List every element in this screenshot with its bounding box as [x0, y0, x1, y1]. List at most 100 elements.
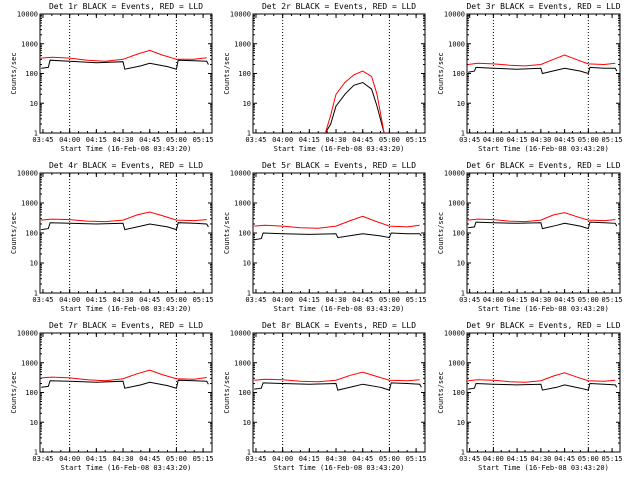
- x-axis-label: Start Time (16-Feb-08 03:43:20): [274, 145, 405, 153]
- panel-title: Det 1r BLACK = Events, RED = LLD: [49, 2, 203, 11]
- y-tick-label: 10000: [444, 330, 465, 338]
- series-line-lld: [468, 372, 616, 383]
- series-line-lld: [468, 212, 616, 223]
- series-line-events: [468, 66, 618, 75]
- x-tick-label: 03:45: [245, 136, 266, 144]
- y-tick-label: 10000: [230, 330, 251, 338]
- y-tick-label: 10000: [17, 170, 38, 178]
- y-tick-label: 1: [247, 290, 251, 298]
- series-line-lld: [324, 70, 385, 134]
- x-tick-label: 05:00: [379, 296, 400, 304]
- x-tick-label: 04:45: [352, 136, 373, 144]
- x-axis-label: Start Time (16-Feb-08 03:43:20): [478, 145, 609, 153]
- panel-title: Det 5r BLACK = Events, RED = LLD: [262, 161, 416, 170]
- series-line-lld: [254, 371, 420, 383]
- y-tick-label: 1000: [448, 200, 465, 208]
- x-tick-label: 03:45: [459, 136, 480, 144]
- y-axis-label: Counts/sec: [10, 52, 18, 94]
- x-tick-label: 04:30: [112, 136, 133, 144]
- x-tick-label: 04:30: [530, 296, 551, 304]
- series-line-events: [254, 232, 422, 241]
- panel-title: Det 3r BLACK = Events, RED = LLD: [466, 2, 620, 11]
- y-axis-label: Counts/sec: [10, 371, 18, 413]
- x-tick-label: 04:15: [507, 136, 528, 144]
- series-line-events: [41, 59, 209, 70]
- x-tick-label: 03:45: [459, 455, 480, 463]
- x-tick-label: 03:45: [32, 136, 53, 144]
- y-tick-label: 10000: [444, 170, 465, 178]
- panel-title: Det 2r BLACK = Events, RED = LLD: [262, 2, 416, 11]
- series-line-lld: [41, 369, 207, 382]
- y-tick-label: 1: [461, 290, 465, 298]
- x-tick-label: 03:45: [245, 455, 266, 463]
- x-tick-label: 04:00: [59, 296, 80, 304]
- x-axis-label: Start Time (16-Feb-08 03:43:20): [61, 464, 192, 472]
- x-tick-label: 04:30: [325, 296, 346, 304]
- x-tick-label: 05:15: [602, 296, 623, 304]
- x-tick-label: 05:15: [602, 136, 623, 144]
- plot-frame: [39, 332, 213, 453]
- plot-frame: [252, 13, 426, 134]
- y-tick-label: 100: [238, 389, 251, 397]
- y-tick-label: 1: [461, 449, 465, 457]
- y-tick-label: 1: [34, 449, 38, 457]
- x-tick-label: 04:15: [507, 296, 528, 304]
- y-tick-label: 10: [30, 260, 38, 268]
- x-tick-label: 03:45: [32, 455, 53, 463]
- series-line-events: [468, 221, 618, 230]
- y-tick-label: 1000: [234, 359, 251, 367]
- x-tick-label: 05:15: [406, 136, 427, 144]
- y-tick-label: 10: [30, 100, 38, 108]
- y-axis-label: Counts/sec: [223, 212, 231, 254]
- x-tick-label: 04:30: [530, 455, 551, 463]
- y-tick-label: 10: [457, 419, 465, 427]
- series-line-lld: [41, 211, 207, 223]
- y-tick-label: 1: [461, 130, 465, 138]
- y-tick-label: 1: [247, 130, 251, 138]
- x-tick-label: 04:15: [507, 455, 528, 463]
- plot-frame: [39, 172, 213, 294]
- x-tick-label: 03:45: [459, 296, 480, 304]
- x-tick-label: 04:00: [483, 136, 504, 144]
- series-line-events: [41, 222, 209, 231]
- x-tick-label: 04:45: [554, 136, 575, 144]
- y-tick-label: 10: [243, 260, 251, 268]
- x-tick-label: 04:00: [59, 455, 80, 463]
- y-tick-label: 10: [457, 100, 465, 108]
- x-tick-label: 04:15: [299, 296, 320, 304]
- x-tick-label: 04:45: [554, 296, 575, 304]
- x-tick-label: 04:30: [112, 296, 133, 304]
- x-axis-label: Start Time (16-Feb-08 03:43:20): [478, 464, 609, 472]
- x-tick-label: 05:00: [578, 296, 599, 304]
- x-tick-label: 04:45: [139, 455, 160, 463]
- y-axis-label: Counts/sec: [223, 52, 231, 94]
- series-line-lld: [468, 54, 616, 67]
- panel-title: Det 8r BLACK = Events, RED = LLD: [262, 321, 416, 330]
- x-tick-label: 05:00: [166, 296, 187, 304]
- plot-frame: [252, 332, 426, 453]
- x-tick-label: 04:30: [325, 455, 346, 463]
- x-tick-label: 03:45: [32, 296, 53, 304]
- y-tick-label: 100: [25, 389, 38, 397]
- panel-det-8: Det 8r BLACK = Events, RED = LLD 1 10 100 10…: [223, 321, 427, 472]
- y-tick-label: 100: [452, 389, 465, 397]
- y-tick-label: 100: [25, 70, 38, 78]
- y-tick-label: 1000: [448, 359, 465, 367]
- panel-det-5: Det 5r BLACK = Events, RED = LLD 1 10 100 10…: [223, 161, 427, 313]
- x-axis-label: Start Time (16-Feb-08 03:43:20): [478, 305, 609, 313]
- y-tick-label: 1: [34, 130, 38, 138]
- y-tick-label: 10000: [17, 11, 38, 19]
- x-axis-label: Start Time (16-Feb-08 03:43:20): [274, 305, 405, 313]
- panel-title: Det 9r BLACK = Events, RED = LLD: [466, 321, 620, 330]
- y-tick-label: 1000: [448, 40, 465, 48]
- panel-det-2: Det 2r BLACK = Events, RED = LLD 1 10 100 10…: [223, 2, 427, 153]
- x-tick-label: 04:00: [59, 136, 80, 144]
- x-tick-label: 05:15: [193, 455, 214, 463]
- series-line-events: [324, 81, 385, 134]
- panel-title: Det 6r BLACK = Events, RED = LLD: [466, 161, 620, 170]
- x-tick-label: 04:15: [86, 455, 107, 463]
- x-tick-label: 04:00: [483, 296, 504, 304]
- x-tick-label: 05:00: [578, 136, 599, 144]
- panel-title: Det 7r BLACK = Events, RED = LLD: [49, 321, 203, 330]
- x-tick-label: 05:15: [406, 455, 427, 463]
